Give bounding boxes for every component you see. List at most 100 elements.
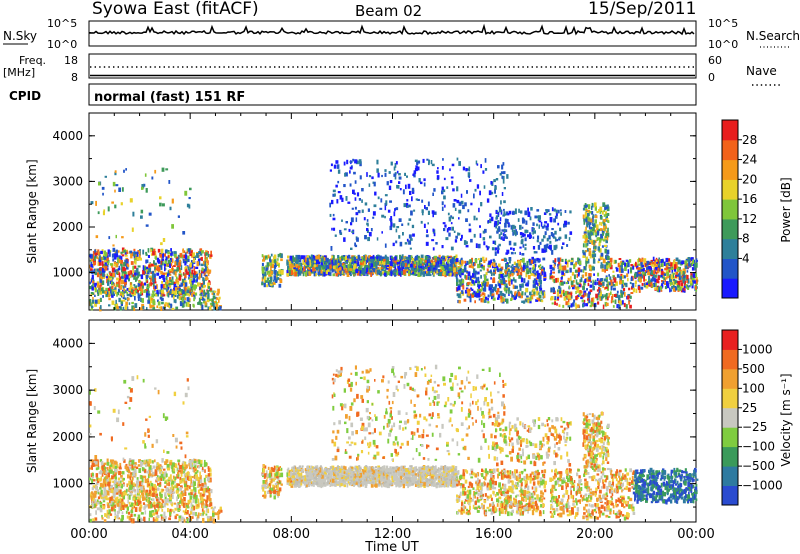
echo-pixel [522,266,525,271]
echo-pixel [165,168,169,171]
echo-pixel [629,304,632,309]
echo-pixel [92,263,95,267]
echo-pixel [415,198,418,201]
echo-pixel [502,296,504,302]
echo-pixel [145,269,149,274]
echo-pixel [441,166,444,170]
echo-pixel [503,187,506,190]
echo-pixel [354,268,357,272]
echo-pixel [605,277,609,280]
echo-pixel [109,286,113,291]
echo-pixel [505,280,508,283]
echo-pixel [430,270,433,273]
echo-pixel [190,287,193,293]
echo-pixel [408,255,412,259]
echo-pixel [458,201,462,206]
echo-pixel [504,235,507,239]
echo-pixel [261,254,264,258]
echo-pixel [323,260,326,264]
echo-pixel [477,280,481,284]
echo-pixel [286,259,288,265]
echo-pixel [146,276,148,280]
echo-pixel [394,263,396,268]
echo-pixel [89,254,93,259]
echo-pixel [381,264,384,268]
echo-pixel [610,300,613,304]
echo-pixel [504,287,507,292]
echo-pixel [199,251,203,256]
echo-pixel [92,297,94,302]
echo-pixel [411,267,415,271]
echo-pixel [672,287,676,292]
echo-pixel [341,270,344,274]
echo-pixel [559,294,563,298]
echo-pixel [323,268,326,274]
echo-pixel [121,264,123,270]
echo-pixel [511,273,514,277]
echo-pixel [350,217,354,223]
echo-pixel [372,181,375,184]
echo-pixel [495,178,499,181]
echo-pixel [134,251,138,255]
echo-pixel [331,255,334,259]
echo-pixel [567,305,571,308]
echo-pixel [371,176,374,180]
echo-pixel [659,286,662,291]
echo-pixel [529,300,532,304]
echo-pixel [500,274,503,278]
echo-pixel [145,266,149,271]
echo-pixel [658,274,662,278]
echo-pixel [652,261,656,265]
echo-pixel [134,303,138,308]
echo-pixel [318,254,320,260]
echo-pixel [535,280,538,285]
echo-pixel [359,270,362,274]
echo-pixel [568,237,571,241]
echo-pixel [490,181,493,185]
echo-pixel [384,257,388,263]
echo-pixel [346,272,350,277]
echo-pixel [394,269,397,273]
echo-pixel [464,260,467,264]
echo-pixel [154,251,157,255]
echo-pixel [429,265,433,268]
echo-pixel [503,279,506,285]
echo-pixel [399,241,403,247]
echo-pixel [575,286,578,290]
echo-pixel [513,261,517,265]
echo-pixel [397,264,400,269]
echo-pixel [491,295,494,299]
echo-pixel [493,262,496,267]
echo-pixel [401,266,403,271]
echo-pixel [161,253,165,258]
echo-pixel [498,234,501,239]
echo-pixel [599,221,601,226]
echo-pixel [396,184,398,189]
echo-pixel [208,269,212,273]
echo-pixel [621,274,625,279]
echo-pixel [277,258,279,261]
echo-pixel [398,176,402,180]
echo-pixel [361,199,363,203]
echo-pixel [409,264,412,268]
echo-pixel [553,218,556,223]
echo-pixel [132,269,135,274]
echo-pixel [477,271,480,275]
echo-pixel [329,213,332,217]
echo-pixel [358,198,361,201]
echo-pixel [596,230,600,236]
echo-pixel [623,284,625,287]
echo-pixel [427,210,430,215]
echo-pixel [592,231,595,236]
echo-pixel [152,250,155,256]
echo-pixel [437,258,440,261]
echo-pixel [269,257,271,262]
echo-pixel [166,286,170,289]
echo-pixel [370,266,373,270]
echo-pixel [368,232,372,237]
echo-pixel [631,282,635,288]
echo-pixel [498,228,501,232]
echo-pixel [116,262,119,268]
noise-left-tick-top: 10^5 [47,17,77,30]
echo-pixel [480,202,483,207]
